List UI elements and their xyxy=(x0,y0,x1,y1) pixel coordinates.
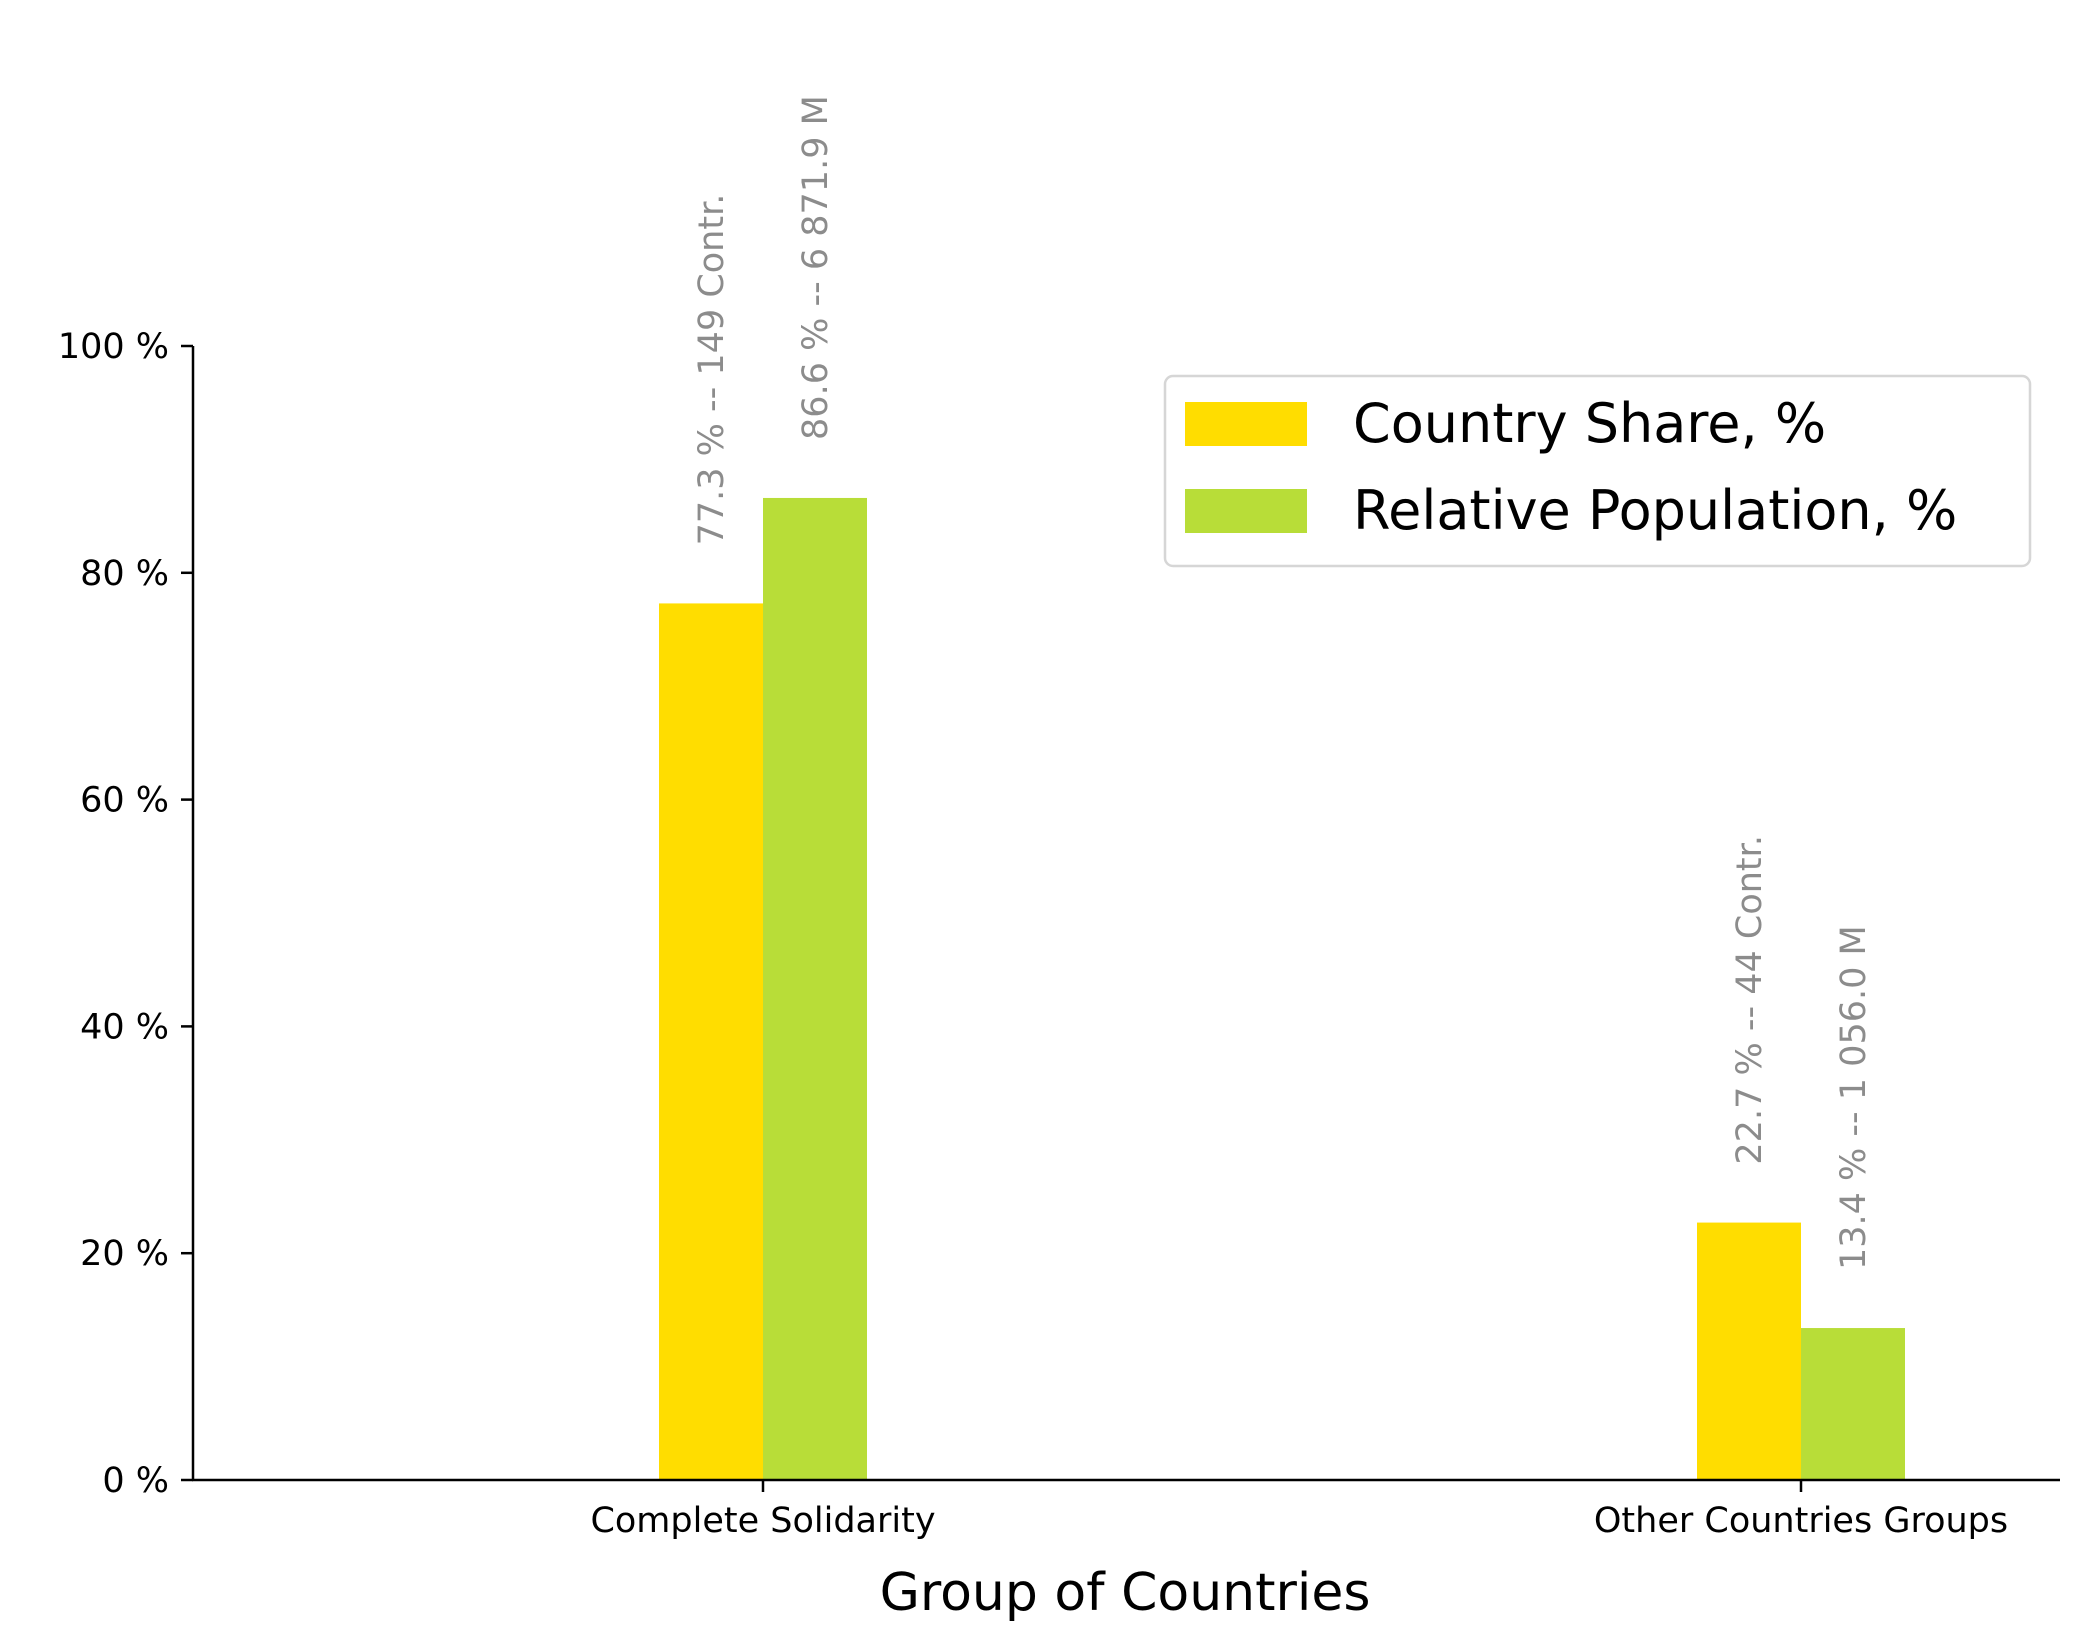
bar-relative-population-1 xyxy=(1801,1328,1905,1480)
legend-entry-label: Country Share, % xyxy=(1353,392,1826,455)
y-tick-label: 40 % xyxy=(80,1007,169,1047)
legend: Country Share, % Relative Population, % xyxy=(1165,376,2030,566)
bars-layer xyxy=(659,498,1905,1480)
bar-relative-population-0 xyxy=(763,498,867,1480)
y-tick-label: 0 % xyxy=(102,1461,169,1501)
bar-country-share-0 xyxy=(659,603,763,1480)
bar-data-label: 77.3 % -- 149 Contr. xyxy=(692,194,732,546)
bar-labels-layer: 77.3 % -- 149 Contr. 22.7 % -- 44 Contr. 8… xyxy=(692,95,1874,1270)
legend-entry-label: Relative Population, % xyxy=(1353,479,1957,542)
bar-country-share-1 xyxy=(1697,1223,1801,1480)
bar-data-label: 13.4 % -- 1 056.0 M xyxy=(1834,925,1874,1270)
legend-swatch xyxy=(1185,489,1307,533)
y-tick-label: 100 % xyxy=(58,327,169,367)
bar-data-label: 22.7 % -- 44 Contr. xyxy=(1730,835,1770,1165)
bar-data-label: 86.6 % -- 6 871.9 M xyxy=(796,95,836,440)
x-tick-label: Other Countries Groups xyxy=(1594,1501,2008,1541)
x-tick-label: Complete Solidarity xyxy=(590,1501,935,1541)
legend-swatch xyxy=(1185,402,1307,446)
y-tick-label: 20 % xyxy=(80,1234,169,1274)
y-tick-label: 80 % xyxy=(80,554,169,594)
x-axis-title: Group of Countries xyxy=(880,1563,1371,1623)
y-tick-label: 60 % xyxy=(80,781,169,821)
